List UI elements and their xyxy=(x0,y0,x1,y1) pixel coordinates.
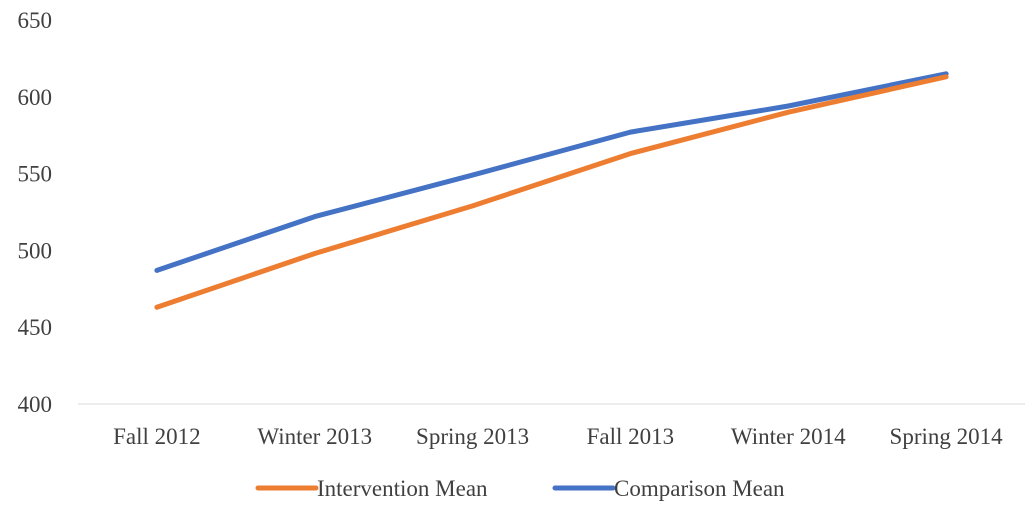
y-tick-label: 550 xyxy=(18,162,53,187)
y-tick-label: 500 xyxy=(18,238,53,263)
y-tick-label: 450 xyxy=(18,315,53,340)
x-tick-label: Fall 2013 xyxy=(587,424,675,449)
y-tick-label: 400 xyxy=(18,392,53,417)
y-tick-label: 600 xyxy=(18,85,53,110)
y-tick-label: 650 xyxy=(18,8,53,33)
series-line-comparison-mean xyxy=(154,71,949,273)
series-lines xyxy=(154,71,949,310)
legend-label-comparison-mean: Comparison Mean xyxy=(614,476,785,501)
legend: Intervention Mean Comparison Mean xyxy=(255,476,785,501)
x-tick-label: Winter 2014 xyxy=(731,424,846,449)
x-tick-label: Winter 2013 xyxy=(257,424,372,449)
series-line-intervention-mean xyxy=(154,74,949,310)
x-axis-tick-labels: Fall 2012 Winter 2013 Spring 2013 Fall 2013… xyxy=(113,424,1003,449)
x-tick-label: Fall 2012 xyxy=(113,424,201,449)
legend-label-intervention-mean: Intervention Mean xyxy=(317,476,488,501)
x-tick-label: Spring 2013 xyxy=(416,424,529,449)
x-tick-label: Spring 2014 xyxy=(890,424,1004,449)
y-axis-tick-labels: 400 450 500 550 600 650 xyxy=(18,8,53,417)
